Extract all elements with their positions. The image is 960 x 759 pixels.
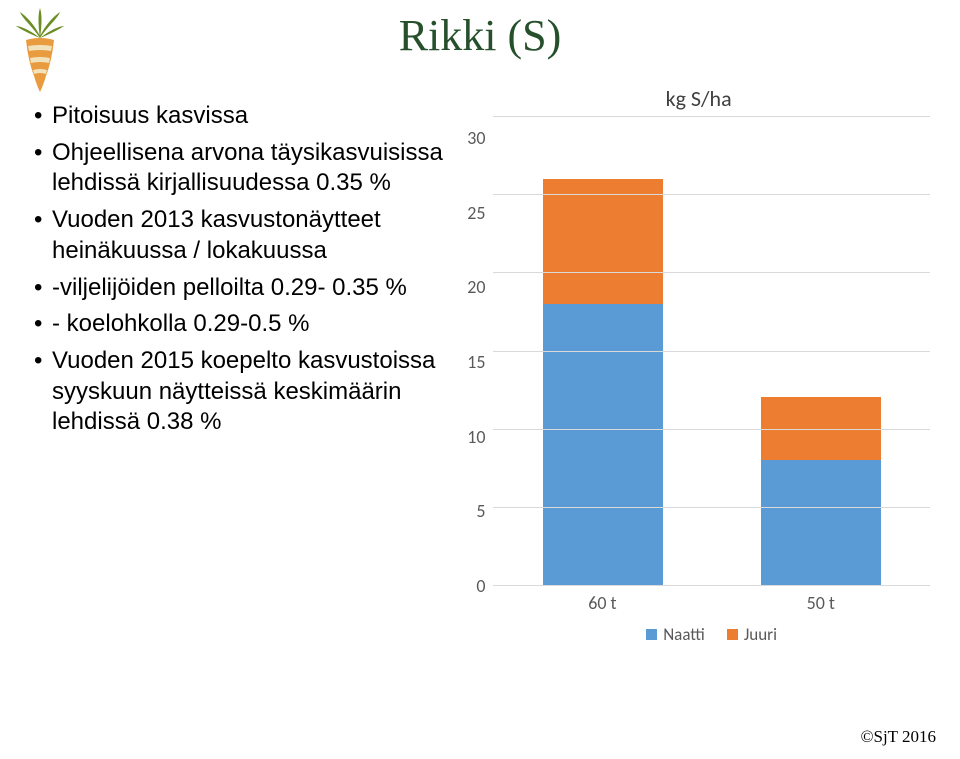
gridline (493, 507, 930, 508)
gridline (493, 194, 930, 195)
bar-segment (761, 460, 881, 585)
bar-segment (543, 179, 663, 304)
bar-segment (543, 304, 663, 585)
bullet-item: -viljelijöiden pelloilta 0.29- 0.35 % (30, 273, 457, 304)
chart-title: kg S/ha (467, 85, 930, 112)
x-tick-label: 60 t (542, 592, 662, 614)
bullet-item: Vuoden 2015 koepelto kasvustoissa syysku… (30, 346, 457, 438)
y-tick-label: 30 (467, 127, 485, 149)
y-tick-label: 5 (476, 500, 485, 522)
x-tick-label: 50 t (761, 592, 881, 614)
gridline (493, 429, 930, 430)
x-axis: 60 t 50 t (467, 592, 930, 614)
legend-swatch (727, 629, 738, 640)
y-tick-label: 25 (467, 202, 485, 224)
carrot-logo (12, 8, 68, 97)
gridline (493, 116, 930, 117)
bullet-item: Vuoden 2013 kasvustonäytteet heinäkuussa… (30, 205, 457, 266)
y-tick-label: 15 (467, 351, 485, 373)
legend-swatch (646, 629, 657, 640)
gridline (493, 585, 930, 586)
slide-title: Rikki (S) (30, 10, 930, 61)
y-axis: 302520151050 (467, 116, 493, 586)
chart-region: kg S/ha 30 25 20 15 10 5 0 60 t 50 t Naatti Juur… (467, 85, 930, 645)
bullet-list: Pitoisuus kasvissa Ohjeellisena arvona tä… (30, 85, 457, 444)
chart-legend: Naatti Juuri (467, 624, 930, 645)
bullet-item: Pitoisuus kasvissa (30, 101, 457, 132)
legend-item: Naatti (646, 624, 705, 645)
legend-label: Naatti (663, 624, 705, 645)
y-tick-label: 10 (467, 426, 485, 448)
plot-area (493, 116, 930, 586)
legend-item: Juuri (727, 624, 777, 645)
gridline (493, 351, 930, 352)
copyright-footer: ©SjT 2016 (861, 727, 936, 747)
bullet-item: Ohjeellisena arvona täysikasvuisissa leh… (30, 138, 457, 199)
bullet-item: - koelohkolla 0.29-0.5 % (30, 309, 457, 340)
y-tick-label: 20 (467, 276, 485, 298)
gridline (493, 272, 930, 273)
legend-label: Juuri (744, 624, 777, 645)
y-tick-label: 0 (476, 575, 485, 597)
